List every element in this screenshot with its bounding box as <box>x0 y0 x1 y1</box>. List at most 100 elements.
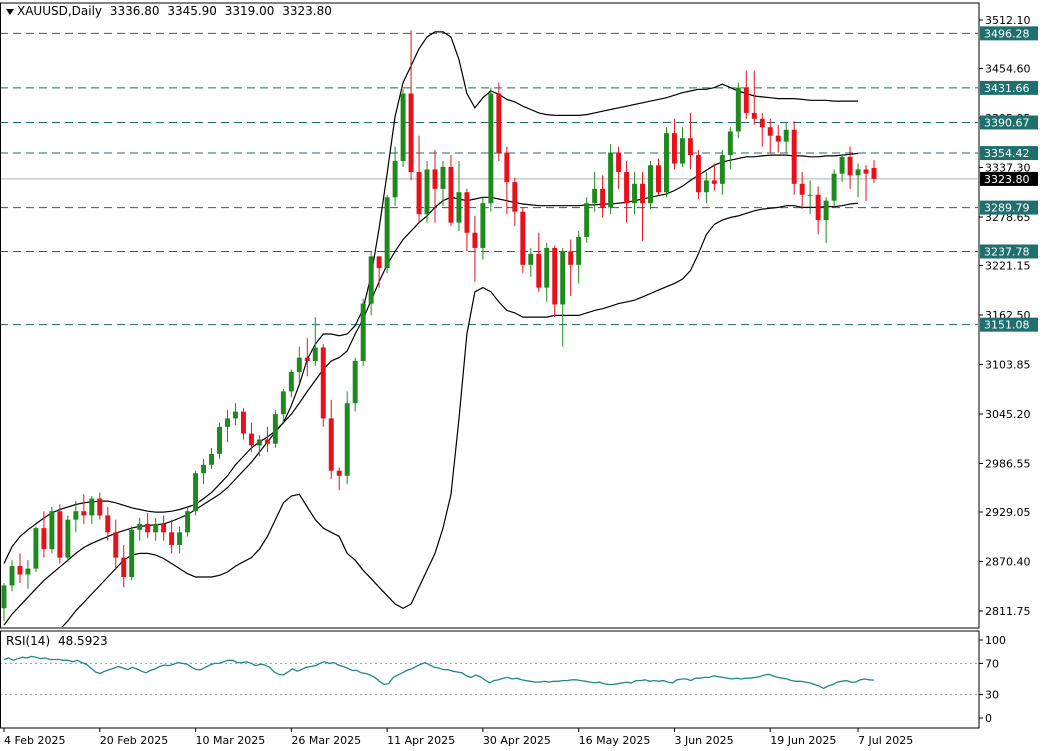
candle-body <box>129 529 135 578</box>
candle <box>671 118 677 170</box>
candle <box>280 388 286 423</box>
x-tick-label: 11 Apr 2025 <box>387 734 455 747</box>
candle <box>328 399 334 480</box>
candle <box>193 470 199 516</box>
candle <box>217 422 222 459</box>
candle <box>225 409 230 443</box>
dropdown-triangle-icon[interactable] <box>6 8 14 15</box>
candle-body <box>767 127 773 136</box>
candle-body <box>687 138 693 156</box>
candle-body <box>9 566 15 586</box>
candle <box>767 118 773 153</box>
candle-body <box>544 247 550 288</box>
candle-body <box>839 156 845 174</box>
x-tick-label: 19 Jun 2025 <box>770 734 836 747</box>
candle <box>831 169 837 208</box>
candle-body <box>783 129 789 142</box>
candle-body <box>584 203 590 237</box>
candle-body <box>193 473 199 512</box>
candle-body <box>232 411 238 419</box>
candle-body <box>727 131 733 156</box>
candle-body <box>97 498 103 516</box>
candle-body <box>65 519 71 558</box>
candle <box>544 242 550 302</box>
level-tag-label: 3289.79 <box>984 202 1030 215</box>
candle <box>640 171 646 242</box>
candle <box>695 150 701 199</box>
candle-body <box>280 391 286 415</box>
rsi-tick-label: 70 <box>985 657 999 670</box>
candle <box>320 344 326 427</box>
candle <box>352 357 358 412</box>
candle-body <box>632 183 638 204</box>
candle-body <box>520 211 526 265</box>
candle-body <box>664 133 669 193</box>
y-tick-label: 3103.85 <box>985 359 1031 372</box>
candle <box>81 494 87 524</box>
candle-body <box>121 557 127 578</box>
chart-header: XAUUSD,Daily 3336.80 3345.90 3319.00 332… <box>6 4 336 18</box>
candle <box>272 409 278 448</box>
candle <box>344 391 350 485</box>
candle <box>336 467 342 491</box>
candle-body <box>352 361 358 404</box>
rsi-line <box>3 655 875 690</box>
candle-body <box>759 118 765 128</box>
candle <box>9 560 15 592</box>
candle <box>735 82 741 139</box>
y-tick-label: 3045.20 <box>985 408 1031 421</box>
bollinger-upper-band <box>3 31 858 564</box>
candle-body <box>472 232 478 248</box>
candle-body <box>392 161 398 198</box>
candle-body <box>225 418 230 427</box>
candle <box>560 247 566 347</box>
candle <box>185 506 191 537</box>
candle <box>871 160 877 183</box>
y-tick-label: 3221.15 <box>985 260 1031 273</box>
candle-body <box>137 523 143 530</box>
high-value: 3345.90 <box>167 4 217 18</box>
level-tag-label: 3431.66 <box>984 82 1030 95</box>
last-price-label: 3323.80 <box>984 173 1030 186</box>
candle-body <box>456 192 462 223</box>
level-tag <box>980 317 1038 332</box>
candle <box>496 82 502 162</box>
level-tag <box>980 80 1038 95</box>
candle-body <box>751 112 757 119</box>
candle-body <box>400 93 406 162</box>
candle-body <box>17 566 23 575</box>
candle <box>416 135 422 223</box>
candle <box>137 517 143 541</box>
candle-body <box>185 511 191 533</box>
candle <box>312 317 318 367</box>
candle <box>616 146 622 189</box>
candle <box>464 188 470 252</box>
candle <box>759 112 765 147</box>
candle-body <box>384 197 390 269</box>
candle-body <box>288 371 294 392</box>
candle <box>456 161 462 232</box>
candle <box>384 194 390 274</box>
level-tag <box>980 146 1038 161</box>
rsi-tick-label: 30 <box>985 689 999 702</box>
candle-body <box>815 194 821 221</box>
candle-body <box>823 200 829 221</box>
level-tag-label: 3151.08 <box>984 319 1030 332</box>
open-value: 3336.80 <box>109 4 160 18</box>
candle-body <box>735 87 741 132</box>
candle <box>232 403 238 426</box>
candle <box>855 163 861 198</box>
candle-body <box>304 357 310 362</box>
level-tag-label: 3390.67 <box>984 116 1030 129</box>
y-tick-label: 2811.75 <box>985 605 1031 618</box>
candle-body <box>671 133 677 164</box>
level-tag-label: 3237.78 <box>984 245 1030 258</box>
y-tick-label: 2870.40 <box>985 556 1031 569</box>
candle <box>256 435 262 457</box>
level-tag-label: 3354.42 <box>984 147 1030 160</box>
candle <box>432 150 438 223</box>
candle-body <box>496 93 502 153</box>
candle <box>664 127 669 198</box>
candle <box>679 127 685 167</box>
candle <box>743 70 749 119</box>
